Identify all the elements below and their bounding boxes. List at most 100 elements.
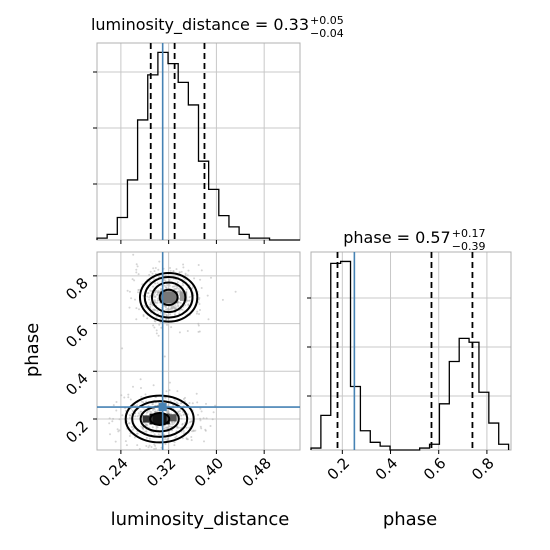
scatter-point <box>165 390 168 393</box>
scatter-point <box>163 313 166 315</box>
scatter-point <box>168 381 171 384</box>
scatter-point <box>168 433 170 435</box>
density-cell-1 <box>142 415 153 423</box>
luminosity-distance-hist-step-bin-0 <box>97 238 107 240</box>
scatter-point <box>186 274 189 277</box>
scatter-point <box>128 290 131 293</box>
scatter-point <box>129 414 132 417</box>
scatter-point <box>199 419 202 422</box>
scatter-point <box>137 412 140 415</box>
phase-hist-step-bin-18 <box>489 423 499 450</box>
scatter-point <box>128 306 131 309</box>
scatter-point <box>200 269 203 272</box>
scatter-point <box>149 303 152 306</box>
luminosity-distance-hist-step-bin-15 <box>249 238 259 240</box>
scatter-point <box>188 426 191 429</box>
scatter-point <box>137 273 140 276</box>
scatter-point <box>221 298 224 301</box>
scatter-point <box>185 288 188 291</box>
luminosity-distance-hist-step-bin-16 <box>259 238 269 240</box>
scatter-point <box>131 409 134 412</box>
scatter-point <box>199 425 202 428</box>
scatter-point <box>164 305 167 308</box>
scatter-point <box>148 280 151 283</box>
scatter-point <box>146 410 149 413</box>
luminosity-distance-title-prefix: luminosity_distance = <box>91 15 273 35</box>
scatter-point <box>176 281 179 284</box>
scatter-point <box>192 429 195 432</box>
luminosity-distance-tick-1: 0.32 <box>143 454 179 490</box>
scatter-point <box>131 428 134 431</box>
luminosity-distance-hist-step-bin-9 <box>188 105 198 240</box>
scatter-point <box>204 429 207 432</box>
scatter-point <box>152 384 155 387</box>
scatter-point <box>198 297 201 299</box>
scatter-point <box>140 425 143 428</box>
scatter-point <box>177 411 180 414</box>
luminosity-distance-hist-step-bin-2 <box>117 217 127 240</box>
scatter-point <box>169 267 171 269</box>
scatter-point <box>134 415 137 418</box>
scatter-point <box>163 284 166 287</box>
scatter-point <box>154 295 157 298</box>
luminosity-distance-hist-step-bin-5 <box>148 75 158 240</box>
scatter-point <box>176 426 179 429</box>
scatter-point <box>153 433 156 436</box>
scatter-point <box>157 268 160 271</box>
phase-hist-step-bin-5 <box>360 431 370 450</box>
scatter-point <box>154 444 157 447</box>
scatter-point <box>172 270 175 273</box>
scatter-point <box>139 378 142 381</box>
scatter-point <box>182 430 185 432</box>
scatter-point <box>168 283 171 286</box>
scatter-point <box>177 287 180 290</box>
scatter-point <box>131 278 134 281</box>
phase-hist-step-bin-0 <box>311 448 321 450</box>
scatter-point <box>199 417 202 420</box>
scatter-point <box>186 330 189 332</box>
luminosity-distance-tick-3: 0.48 <box>239 454 275 490</box>
scatter-point <box>168 425 171 428</box>
scatter-point <box>123 396 126 399</box>
scatter-point <box>168 389 171 392</box>
scatter-point <box>148 444 151 447</box>
luminosity-distance-hist-step <box>96 51 300 241</box>
scatter-point <box>163 355 166 358</box>
phase-hist-step-bin-19 <box>499 444 509 450</box>
scatter-point <box>183 278 186 281</box>
scatter-point <box>188 296 191 299</box>
scatter-point <box>155 447 157 450</box>
scatter-point <box>108 417 111 420</box>
scatter-point <box>138 414 141 417</box>
scatter-point <box>136 404 138 407</box>
scatter-point <box>159 317 162 320</box>
scatter-point <box>177 301 180 303</box>
scatter-point <box>191 402 194 405</box>
scatter-point <box>185 426 188 429</box>
scatter-point <box>153 448 156 450</box>
scatter-point <box>120 394 123 397</box>
scatter-point <box>129 398 132 401</box>
scatter-point <box>166 284 169 287</box>
scatter-point <box>145 445 148 447</box>
scatter-point <box>108 422 111 425</box>
scatter-point <box>199 309 201 311</box>
scatter-point <box>184 304 187 307</box>
scatter-point <box>151 272 154 275</box>
scatter-point <box>169 313 172 316</box>
scatter-point <box>137 289 140 291</box>
scatter-point <box>180 270 183 273</box>
scatter-point <box>153 309 156 312</box>
scatter-point <box>149 305 152 308</box>
scatter-point <box>187 269 190 272</box>
scatter-point <box>128 416 131 419</box>
scatter-point <box>154 282 157 285</box>
scatter-point <box>157 334 160 337</box>
scatter-point <box>166 323 168 326</box>
scatter-point <box>184 396 186 399</box>
phase-hist-step-bin-17 <box>479 392 489 450</box>
scatter-point <box>111 420 114 423</box>
phase-title-prefix: phase = <box>343 228 415 247</box>
phase-y-tick-3: 0.8 <box>62 274 92 304</box>
scatter-point <box>199 407 202 410</box>
